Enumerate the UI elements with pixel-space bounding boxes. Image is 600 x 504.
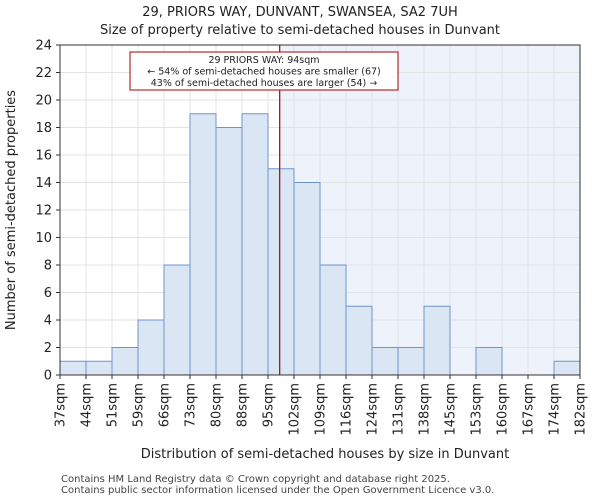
x-tick-label: 102sqm [288,383,303,436]
y-tick-label: 22 [35,66,52,81]
x-tick-label: 88sqm [236,383,251,427]
histogram-bar [553,360,581,376]
x-tick-label: 153sqm [470,383,485,436]
x-tick-label: 116sqm [340,383,355,436]
y-tick-label: 10 [35,231,52,246]
histogram-bar [59,360,87,376]
annotation-box [129,51,399,91]
chart-title: 29, PRIORS WAY, DUNVANT, SWANSEA, SA2 7U… [142,5,458,20]
x-tick-label: 124sqm [366,383,381,436]
histogram-bar [189,113,217,376]
histogram-bar [397,347,425,376]
y-tick-label: 6 [44,286,52,301]
histogram-bar [345,305,373,376]
x-tick-label: 37sqm [54,383,69,427]
licence-notice: Contains public sector information licen… [61,485,495,496]
histogram-bar [111,347,139,376]
histogram-bar [293,182,321,376]
y-tick-label: 2 [44,341,52,356]
y-tick-label: 0 [44,369,52,384]
histogram-bar [215,127,243,376]
x-tick-label: 109sqm [314,383,329,436]
histogram-bar [475,347,503,376]
x-tick-label: 59sqm [132,383,147,427]
histogram-bar [163,264,191,376]
copyright-notice: Contains HM Land Registry data © Crown c… [61,474,450,485]
histogram-bar [137,319,165,376]
annotation-line: 43% of semi-detached houses are larger (… [151,78,378,89]
x-tick-label: 51sqm [106,383,121,427]
annotation-line: ← 54% of semi-detached houses are smalle… [147,67,381,78]
x-tick-label: 131sqm [392,383,407,436]
x-tick-label: 44sqm [80,383,95,427]
y-axis-label: Number of semi-detached properties [4,90,19,330]
x-tick-label: 95sqm [262,383,277,427]
x-tick-label: 182sqm [574,383,589,436]
y-tick-label: 4 [44,314,52,329]
x-tick-label: 145sqm [444,383,459,436]
y-tick-label: 18 [35,121,52,136]
y-tick-label: 24 [35,39,52,54]
x-tick-label: 73sqm [184,383,199,427]
x-axis-label: Distribution of semi-detached houses by … [141,447,509,462]
histogram-bar [423,305,451,376]
histogram-bar [85,360,113,376]
y-tick-label: 12 [35,204,52,219]
x-tick-label: 160sqm [496,383,511,436]
histogram-bar [241,113,269,376]
x-tick-label: 80sqm [210,383,225,427]
y-tick-label: 16 [35,149,52,164]
annotation-line: 29 PRIORS WAY: 94sqm [208,55,319,66]
x-tick-label: 66sqm [158,383,173,427]
y-tick-label: 8 [44,259,52,274]
histogram-bar [371,347,399,376]
chart-subtitle: Size of property relative to semi-detach… [99,23,500,38]
y-tick-label: 14 [35,176,52,191]
histogram-bar [319,264,347,376]
x-tick-label: 138sqm [418,383,433,436]
x-tick-label: 174sqm [548,383,563,436]
x-tick-label: 167sqm [522,383,537,436]
histogram-bar [267,168,295,376]
y-tick-label: 20 [35,94,52,109]
